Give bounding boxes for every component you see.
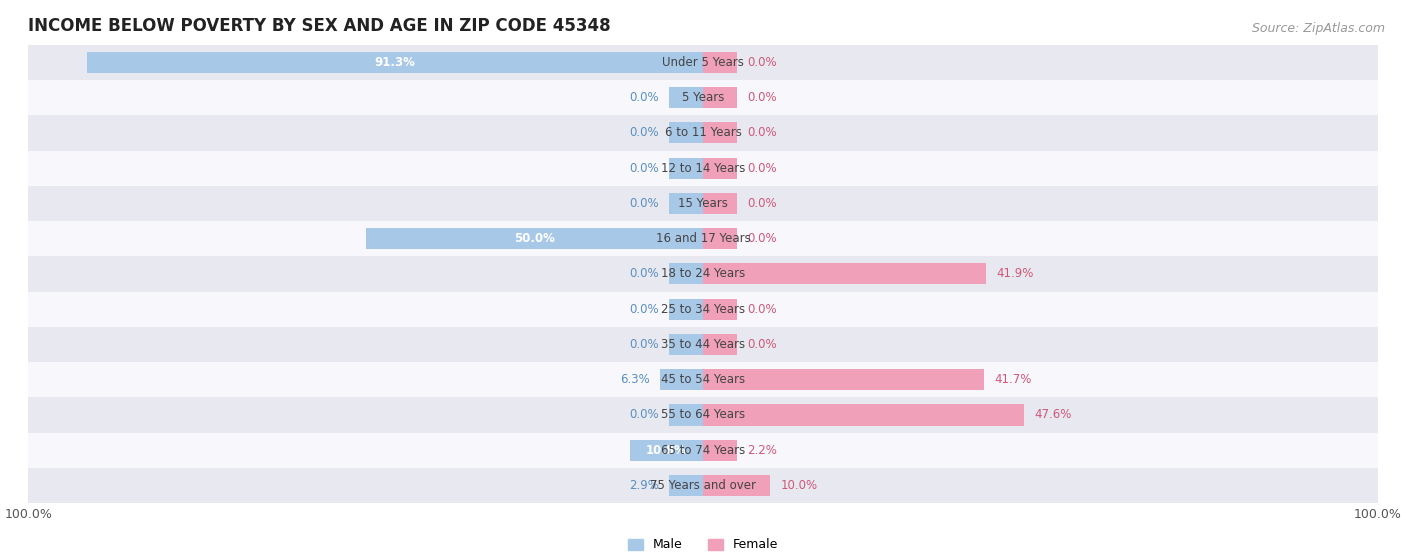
Text: 47.6%: 47.6%	[1035, 409, 1071, 421]
Bar	[669, 299, 703, 320]
Text: INCOME BELOW POVERTY BY SEX AND AGE IN ZIP CODE 45348: INCOME BELOW POVERTY BY SEX AND AGE IN Z…	[28, 17, 610, 35]
Text: 55 to 64 Years: 55 to 64 Years	[661, 409, 745, 421]
Bar	[28, 150, 1378, 186]
Bar	[669, 87, 703, 108]
Bar	[669, 263, 703, 285]
Text: 91.3%: 91.3%	[374, 56, 415, 69]
Text: 0.0%: 0.0%	[747, 126, 776, 139]
Text: 0.0%: 0.0%	[747, 232, 776, 245]
Bar	[87, 52, 703, 73]
Bar	[28, 115, 1378, 150]
Bar	[28, 327, 1378, 362]
Bar	[28, 256, 1378, 292]
Bar	[661, 369, 703, 390]
Bar	[703, 263, 986, 285]
Text: Source: ZipAtlas.com: Source: ZipAtlas.com	[1251, 22, 1385, 35]
Text: 5 Years: 5 Years	[682, 91, 724, 104]
Text: Under 5 Years: Under 5 Years	[662, 56, 744, 69]
Bar	[28, 362, 1378, 397]
Text: 12 to 14 Years: 12 to 14 Years	[661, 162, 745, 174]
Bar	[703, 228, 737, 249]
Text: 0.0%: 0.0%	[630, 162, 659, 174]
Text: 0.0%: 0.0%	[747, 302, 776, 316]
Text: 6.3%: 6.3%	[620, 373, 651, 386]
Text: 45 to 54 Years: 45 to 54 Years	[661, 373, 745, 386]
Text: 0.0%: 0.0%	[747, 338, 776, 351]
Text: 25 to 34 Years: 25 to 34 Years	[661, 302, 745, 316]
Text: 10.0%: 10.0%	[780, 479, 818, 492]
Text: 0.0%: 0.0%	[747, 197, 776, 210]
Text: 0.0%: 0.0%	[630, 267, 659, 281]
Bar	[703, 193, 737, 214]
Text: 41.7%: 41.7%	[994, 373, 1032, 386]
Text: 41.9%: 41.9%	[995, 267, 1033, 281]
Text: 35 to 44 Years: 35 to 44 Years	[661, 338, 745, 351]
Bar	[669, 475, 703, 496]
Text: 0.0%: 0.0%	[747, 56, 776, 69]
Bar	[703, 299, 737, 320]
Bar	[703, 475, 770, 496]
Bar	[28, 433, 1378, 468]
Text: 16 and 17 Years: 16 and 17 Years	[655, 232, 751, 245]
Bar	[703, 404, 1024, 425]
Bar	[28, 186, 1378, 221]
Text: 50.0%: 50.0%	[513, 232, 555, 245]
Bar	[28, 80, 1378, 115]
Bar	[28, 45, 1378, 80]
Text: 18 to 24 Years: 18 to 24 Years	[661, 267, 745, 281]
Bar	[28, 397, 1378, 433]
Bar	[703, 52, 737, 73]
Text: 2.9%: 2.9%	[630, 479, 659, 492]
Bar	[669, 193, 703, 214]
Bar	[703, 369, 984, 390]
Bar	[28, 468, 1378, 503]
Text: 0.0%: 0.0%	[747, 91, 776, 104]
Text: 15 Years: 15 Years	[678, 197, 728, 210]
Text: 0.0%: 0.0%	[630, 197, 659, 210]
Text: 2.2%: 2.2%	[747, 444, 776, 457]
Bar	[366, 228, 703, 249]
Bar	[630, 439, 703, 461]
Bar	[28, 292, 1378, 327]
Text: 65 to 74 Years: 65 to 74 Years	[661, 444, 745, 457]
Text: 0.0%: 0.0%	[630, 302, 659, 316]
Text: 0.0%: 0.0%	[747, 162, 776, 174]
Text: 75 Years and over: 75 Years and over	[650, 479, 756, 492]
Text: 0.0%: 0.0%	[630, 338, 659, 351]
Text: 6 to 11 Years: 6 to 11 Years	[665, 126, 741, 139]
Bar	[703, 334, 737, 355]
Text: 0.0%: 0.0%	[630, 91, 659, 104]
Text: 10.8%: 10.8%	[647, 444, 688, 457]
Text: 0.0%: 0.0%	[630, 126, 659, 139]
Bar	[703, 158, 737, 179]
Bar	[669, 334, 703, 355]
Text: 0.0%: 0.0%	[630, 409, 659, 421]
Bar	[703, 122, 737, 144]
Bar	[703, 87, 737, 108]
Bar	[28, 221, 1378, 256]
Bar	[669, 158, 703, 179]
Legend: Male, Female: Male, Female	[623, 533, 783, 556]
Bar	[669, 404, 703, 425]
Bar	[703, 439, 737, 461]
Bar	[669, 122, 703, 144]
